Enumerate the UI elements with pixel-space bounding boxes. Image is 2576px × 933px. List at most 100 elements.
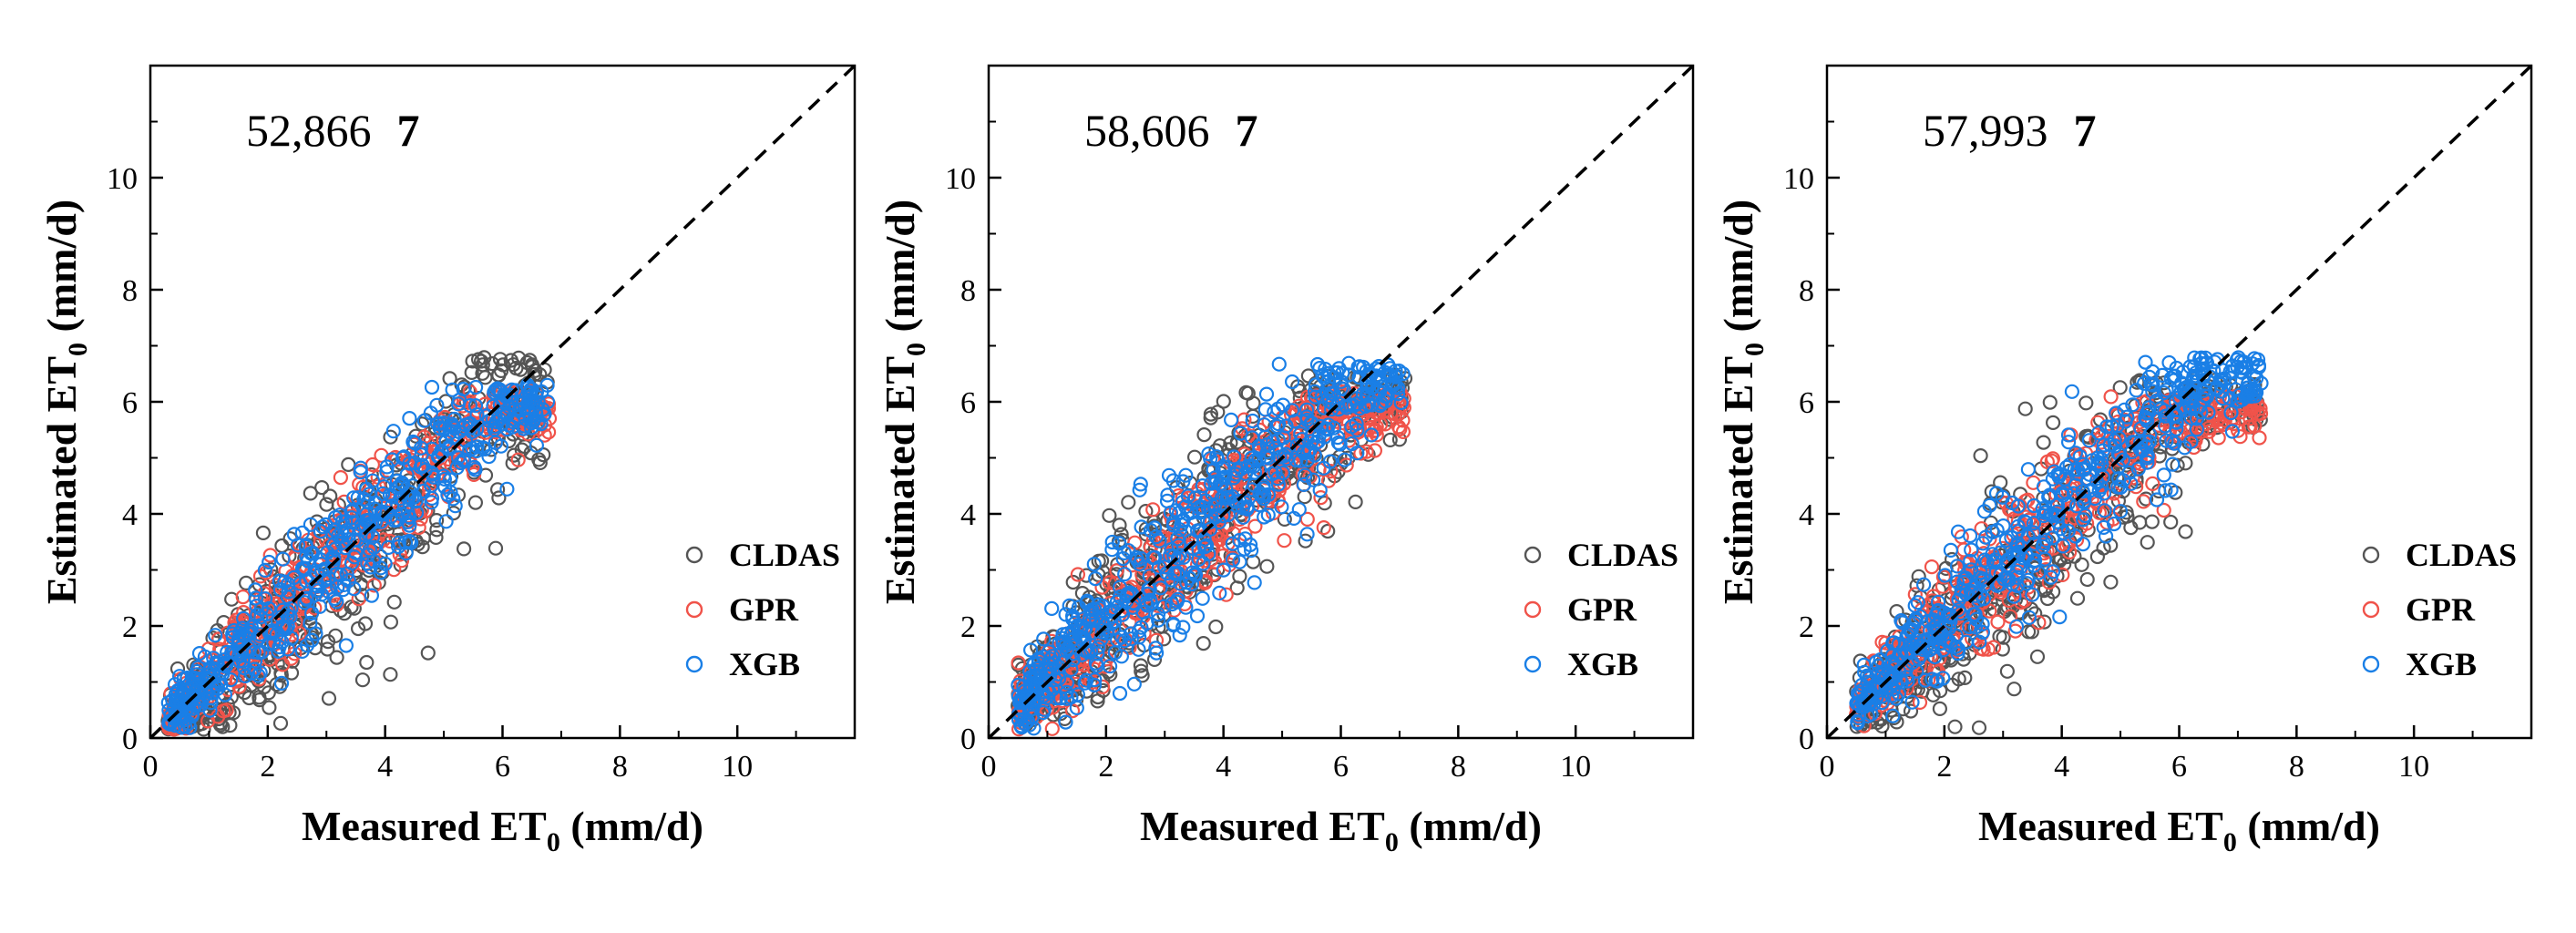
data-point (1086, 557, 1102, 572)
data-point (1187, 490, 1203, 506)
data-point (467, 495, 484, 510)
x-axis-title: Measured ET0 (mm/d) (1978, 803, 2380, 857)
data-point (1195, 477, 1210, 494)
data-point (2110, 479, 2126, 495)
data-point (1042, 656, 1058, 672)
data-point (1935, 569, 1951, 585)
data-point (2186, 368, 2201, 384)
data-point (1868, 654, 1884, 670)
data-point (321, 570, 336, 586)
data-point (222, 717, 238, 733)
series-xgb (160, 377, 556, 735)
data-point (346, 532, 362, 549)
data-point (492, 397, 508, 413)
data-point (2123, 519, 2139, 536)
data-point (2037, 505, 2052, 520)
points-layer (1849, 350, 2269, 735)
data-point (1937, 568, 1953, 583)
data-point (188, 698, 203, 713)
data-point (1143, 522, 1159, 538)
legend: CLDAS GPR XGB (1524, 537, 1678, 682)
data-point (2055, 538, 2070, 554)
data-point (2047, 464, 2062, 479)
data-point (1112, 518, 1127, 533)
data-point (1924, 559, 1940, 575)
data-point (332, 508, 348, 523)
data-point (1087, 672, 1103, 688)
x-tick-label: 2 (260, 750, 275, 784)
x-tick-label: 8 (612, 750, 628, 784)
data-point (386, 594, 402, 610)
data-point (351, 620, 366, 637)
data-point (2074, 557, 2089, 572)
data-point (1257, 402, 1273, 417)
data-point (517, 418, 532, 434)
data-point (360, 513, 375, 528)
data-point (1145, 549, 1161, 566)
data-point (2136, 494, 2151, 509)
data-point (1330, 435, 1347, 450)
data-point (487, 435, 504, 450)
data-point (2010, 513, 2026, 529)
data-point (1132, 630, 1147, 645)
data-point (364, 473, 381, 488)
data-point (304, 605, 320, 621)
data-point (303, 486, 318, 501)
data-point (394, 553, 410, 569)
data-point (529, 437, 545, 453)
data-point (451, 450, 467, 466)
data-point (1322, 454, 1339, 469)
data-point (385, 489, 400, 505)
legend-label: GPR (729, 591, 799, 628)
data-point (1217, 469, 1233, 485)
data-point (1175, 620, 1191, 635)
data-point (440, 487, 456, 503)
data-point (437, 479, 453, 495)
data-point (428, 529, 444, 546)
data-point (1240, 385, 1256, 401)
data-point (2093, 451, 2109, 467)
data-point (1320, 523, 1336, 539)
data-point (1232, 554, 1247, 569)
data-point (1044, 600, 1060, 617)
data-point (489, 482, 506, 497)
data-point (2117, 402, 2132, 417)
data-point (1198, 538, 1215, 553)
data-point (2141, 400, 2157, 415)
data-point (304, 545, 321, 561)
data-point (1161, 467, 1177, 483)
data-point (2075, 536, 2091, 552)
data-point (523, 388, 539, 404)
data-point (505, 419, 520, 435)
data-point (1286, 510, 1302, 527)
data-point (359, 654, 375, 671)
data-point (1138, 596, 1154, 611)
data-point (1225, 552, 1241, 568)
data-point (2159, 433, 2174, 448)
x-tick-label: 0 (981, 750, 997, 784)
data-point (1141, 581, 1156, 597)
data-point (1225, 536, 1240, 551)
data-point (416, 483, 431, 499)
data-point (1928, 672, 1944, 689)
data-point (2141, 405, 2157, 420)
data-point (528, 404, 543, 419)
data-point (2210, 380, 2225, 395)
data-point (1307, 384, 1323, 399)
data-point (230, 673, 245, 689)
data-point (1236, 509, 1251, 525)
data-point (262, 700, 277, 715)
data-point (436, 415, 451, 431)
data-point (1169, 594, 1185, 610)
y-tick-label: 0 (960, 723, 976, 756)
data-point (1187, 567, 1204, 583)
x-tick-label: 0 (143, 750, 159, 784)
data-point (366, 578, 382, 593)
data-point (2045, 564, 2061, 579)
data-point (329, 650, 344, 665)
data-point (393, 490, 408, 507)
data-point (2076, 512, 2091, 528)
data-point (2107, 516, 2122, 532)
data-point (2201, 405, 2216, 420)
